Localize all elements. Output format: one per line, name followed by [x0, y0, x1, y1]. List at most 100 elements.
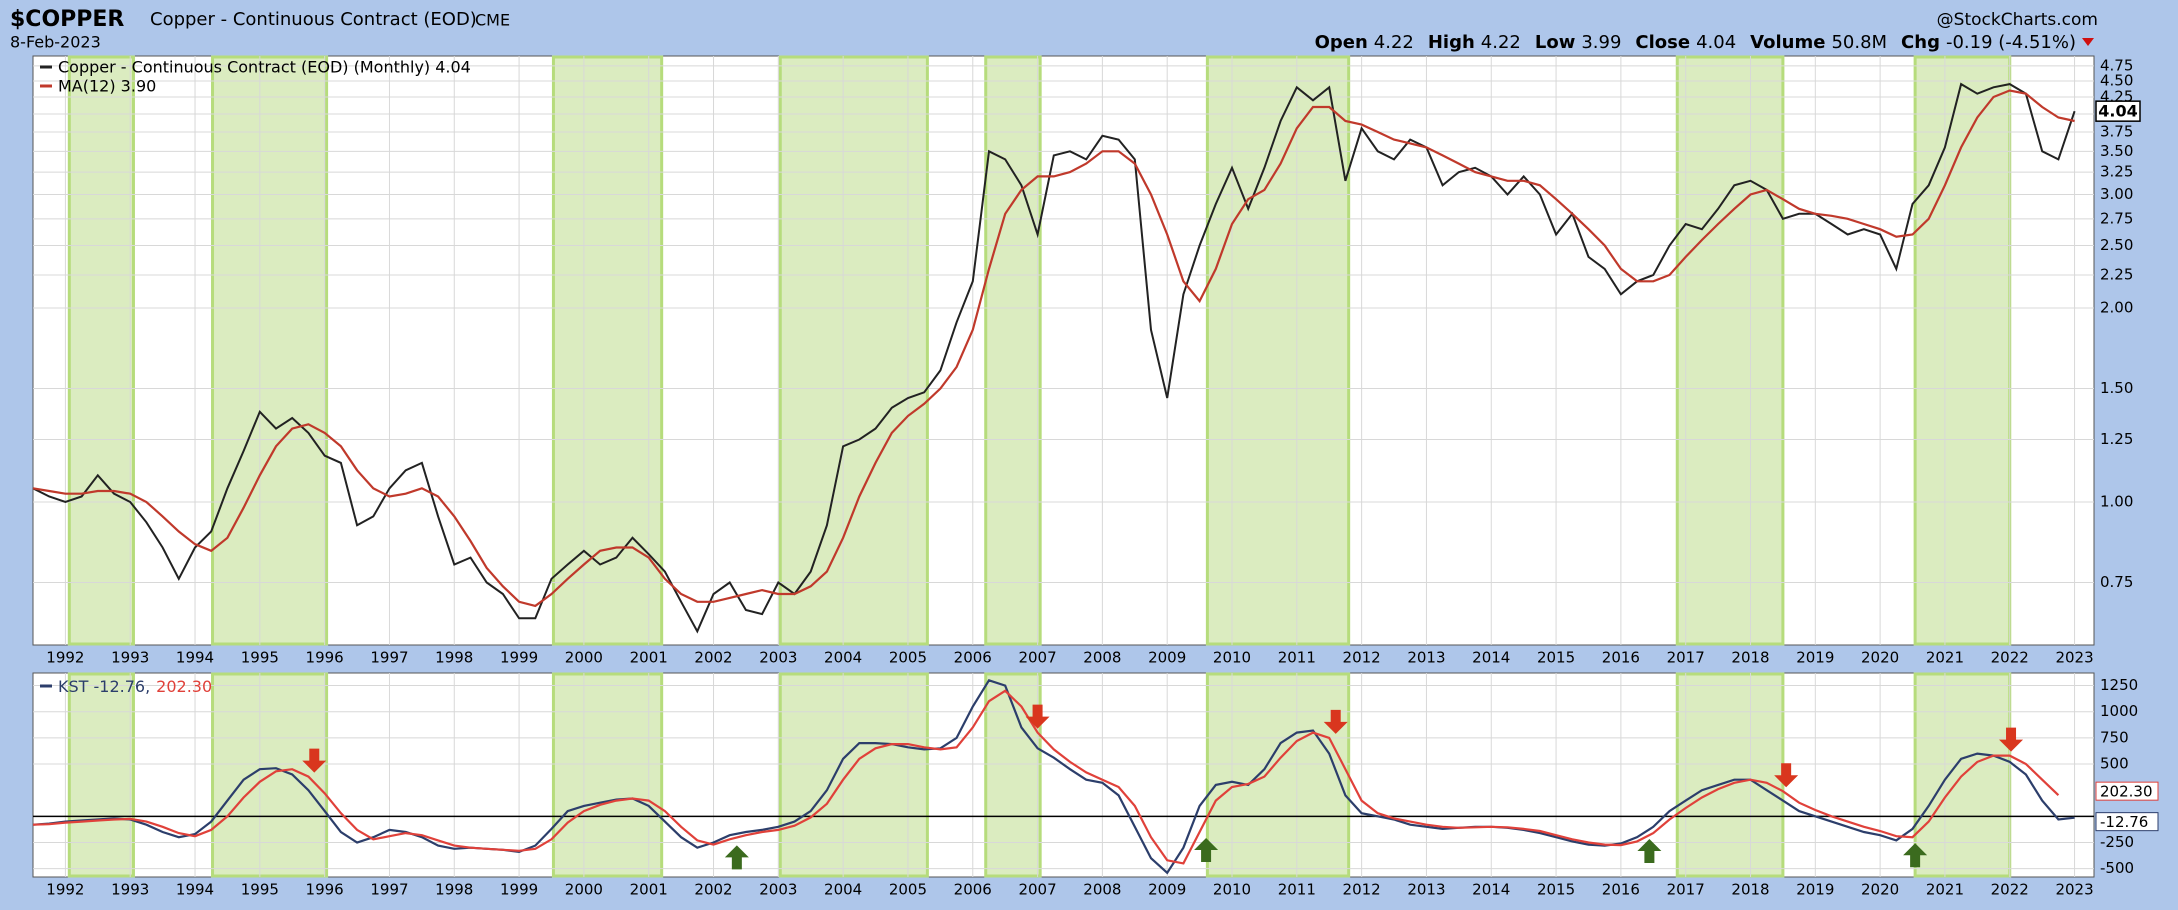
date: 8-Feb-2023 — [10, 33, 101, 52]
series-line — [32, 689, 2060, 865]
x-tick-label: 2022 — [1991, 881, 2029, 899]
shaded-period — [1675, 672, 1785, 878]
x-tick-label: 2006 — [954, 881, 992, 899]
quote-value: 3.99 — [1581, 32, 1621, 53]
series-line — [32, 678, 2075, 875]
shaded-period — [1205, 55, 1351, 646]
buy-arrow — [724, 845, 749, 870]
x-tick-label: 2018 — [1731, 649, 1769, 667]
y-tick-label: 3.50 — [2100, 142, 2133, 160]
y-tick-label: -250 — [2100, 833, 2134, 851]
quote-label: Open — [1315, 32, 1368, 53]
sell-arrow — [1025, 704, 1050, 729]
quote-value: 50.8M — [1831, 32, 1887, 53]
change-arrow — [2082, 38, 2094, 46]
x-tick-label: 2004 — [824, 649, 862, 667]
x-tick-label: 2009 — [1148, 881, 1186, 899]
x-tick-label: 1995 — [241, 881, 279, 899]
end-label: 4.04 — [2098, 102, 2137, 121]
sell-arrow — [1999, 727, 2024, 752]
x-tick-label: 1995 — [241, 649, 279, 667]
x-tick-label: 1997 — [370, 649, 408, 667]
x-tick-label: 2014 — [1472, 881, 1510, 899]
x-tick-label: 2022 — [1991, 649, 2029, 667]
x-tick-label: 2003 — [759, 881, 797, 899]
x-tick-label: 1999 — [500, 881, 538, 899]
sell-arrow — [1323, 709, 1348, 734]
buy-arrow — [1903, 843, 1928, 868]
x-tick-label: 2001 — [630, 881, 668, 899]
x-tick-label: 2002 — [694, 649, 732, 667]
y-tick-label: 750 — [2100, 728, 2129, 746]
y-tick-label: 2.50 — [2100, 236, 2133, 254]
end-label: 202.30 — [2100, 783, 2153, 801]
x-tick-label: 2009 — [1148, 649, 1186, 667]
end-label-box — [2095, 781, 2159, 801]
x-tick-label: 2008 — [1083, 649, 1121, 667]
x-tick-label: 1993 — [111, 881, 149, 899]
x-tick-label: 2023 — [2055, 649, 2093, 667]
x-tick-label: 2010 — [1213, 649, 1251, 667]
legend-part: KST -12.76, — [58, 677, 150, 696]
y-tick-label: 3.25 — [2100, 163, 2133, 181]
quote-value: 4.04 — [1696, 32, 1736, 53]
x-tick-label: 2015 — [1537, 881, 1575, 899]
quote-label: Volume — [1750, 32, 1825, 53]
y-tick-label: 500 — [2100, 755, 2129, 773]
buy-arrow — [1637, 839, 1662, 864]
y-tick-label: 3.00 — [2100, 185, 2133, 203]
shaded-period — [551, 55, 664, 646]
x-tick-label: 2021 — [1926, 881, 1964, 899]
y-tick-label: 1000 — [2100, 702, 2138, 720]
x-tick-label: 2005 — [889, 881, 927, 899]
shaded-period — [984, 55, 1042, 646]
x-tick-label: 2020 — [1861, 881, 1899, 899]
x-tick-label: 1994 — [176, 881, 214, 899]
x-tick-label: 1996 — [306, 881, 344, 899]
x-tick-label: 2008 — [1083, 881, 1121, 899]
sell-arrow — [302, 748, 327, 773]
price-panel — [32, 55, 2095, 646]
shaded-period — [778, 55, 929, 646]
y-tick-label: 1250 — [2100, 676, 2138, 694]
quote-value: -0.19 (-4.51%) — [1946, 32, 2076, 53]
y-tick-label: -500 — [2100, 859, 2134, 877]
x-tick-label: 2017 — [1667, 881, 1705, 899]
x-tick-label: 2018 — [1731, 881, 1769, 899]
credit: @StockCharts.com — [1937, 10, 2098, 30]
x-tick-label: 2006 — [954, 649, 992, 667]
x-tick-label: 2012 — [1343, 881, 1381, 899]
x-tick-label: 1998 — [435, 881, 473, 899]
x-tick-label: 2011 — [1278, 881, 1316, 899]
quote-line: Open 4.22 High 4.22 Low 3.99 Close 4.04 Volume 50… — [1315, 32, 2076, 53]
shaded-period — [1913, 55, 2012, 646]
shaded-period — [67, 672, 135, 878]
x-tick-label: 2000 — [565, 881, 603, 899]
y-tick-label: 0.75 — [2100, 573, 2133, 591]
quote-label: High — [1428, 32, 1475, 53]
y-tick-label: 2.75 — [2100, 209, 2133, 227]
x-tick-label: 2017 — [1667, 649, 1705, 667]
x-tick-label: 2005 — [889, 649, 927, 667]
y-tick-label: 2.25 — [2100, 266, 2133, 284]
end-label-box — [2095, 100, 2141, 122]
y-tick-label: 3.75 — [2100, 123, 2133, 141]
x-tick-label: 1992 — [46, 881, 84, 899]
symbol: $COPPER — [10, 7, 124, 32]
legend-entry: MA(12) 3.90 — [58, 77, 156, 96]
x-tick-label: 1999 — [500, 649, 538, 667]
x-tick-label: 2016 — [1602, 649, 1640, 667]
x-tick-label: 2023 — [2055, 881, 2093, 899]
y-tick-label: 4.50 — [2100, 71, 2133, 89]
x-tick-label: 2013 — [1407, 649, 1445, 667]
x-tick-label: 2015 — [1537, 649, 1575, 667]
quote-value: 4.22 — [1481, 32, 1521, 53]
y-tick-label: 4.75 — [2100, 56, 2133, 74]
x-tick-label: 2002 — [694, 881, 732, 899]
buy-arrow — [1194, 838, 1219, 863]
x-tick-label: 2007 — [1018, 881, 1056, 899]
x-tick-label: 2021 — [1926, 649, 1964, 667]
quote-label: Close — [1635, 32, 1690, 53]
x-tick-label: 1996 — [306, 649, 344, 667]
x-tick-label: 2010 — [1213, 881, 1251, 899]
